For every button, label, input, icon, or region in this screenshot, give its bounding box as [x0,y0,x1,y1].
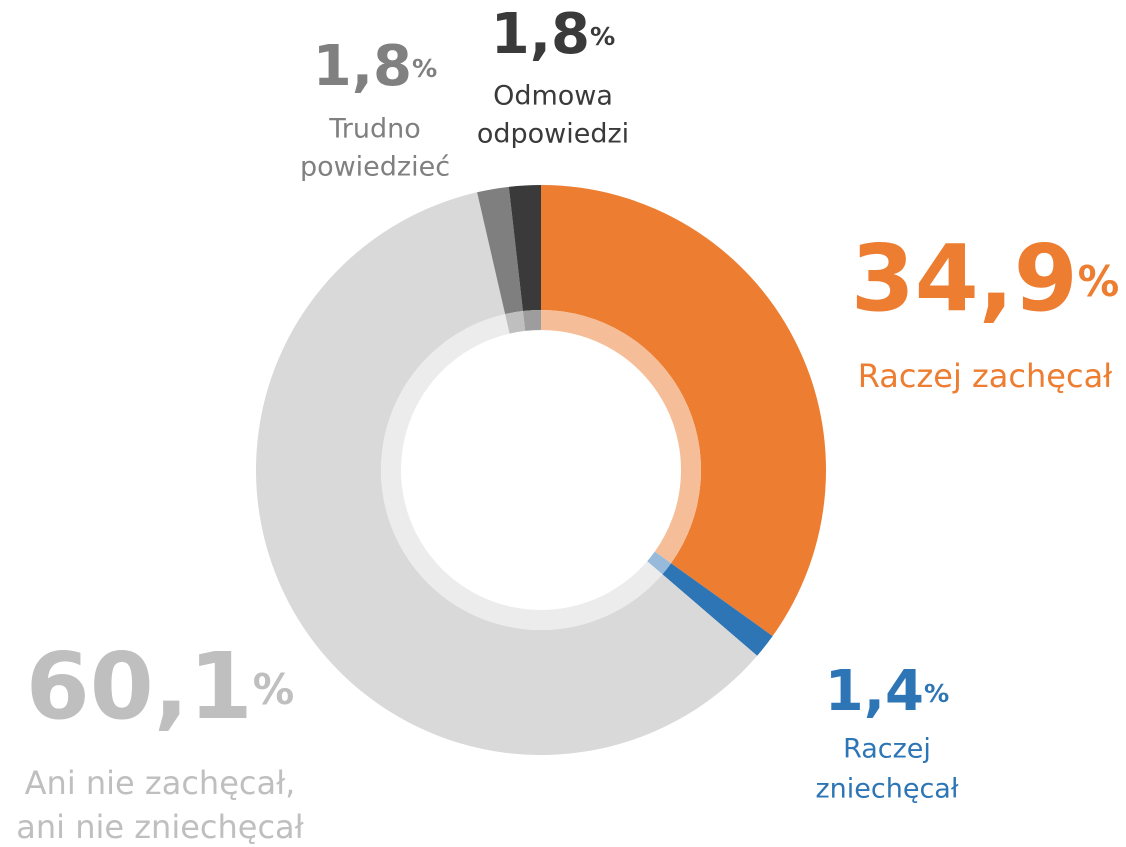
category-label: Ani nie zachęcał, [25,764,296,802]
category-label: Odmowa [493,81,613,112]
inner-slice [380,314,663,631]
value-label: 1,4% [825,659,949,724]
slice [541,185,827,637]
category-label: zniechęcał [815,774,958,805]
slice [662,563,773,656]
value-label: 60,1% [26,633,294,740]
inner-slice [505,311,526,334]
value-label: 1,8% [491,2,615,67]
category-label: Raczej zachęcał [858,357,1113,395]
inner-slice [522,310,541,331]
category-label: ani nie zniechęcał [16,808,304,846]
slice [255,192,758,756]
inner-slice [541,310,701,564]
category-label: powiedzieć [300,152,450,183]
category-label: Trudno [328,114,421,145]
value-label: 1,8% [313,34,437,99]
slice [508,185,541,312]
category-label: odpowiedzi [477,119,629,150]
inner-slice [647,551,672,575]
slice [477,186,523,315]
category-label: Raczej [843,734,931,765]
value-label: 34,9% [851,225,1119,332]
